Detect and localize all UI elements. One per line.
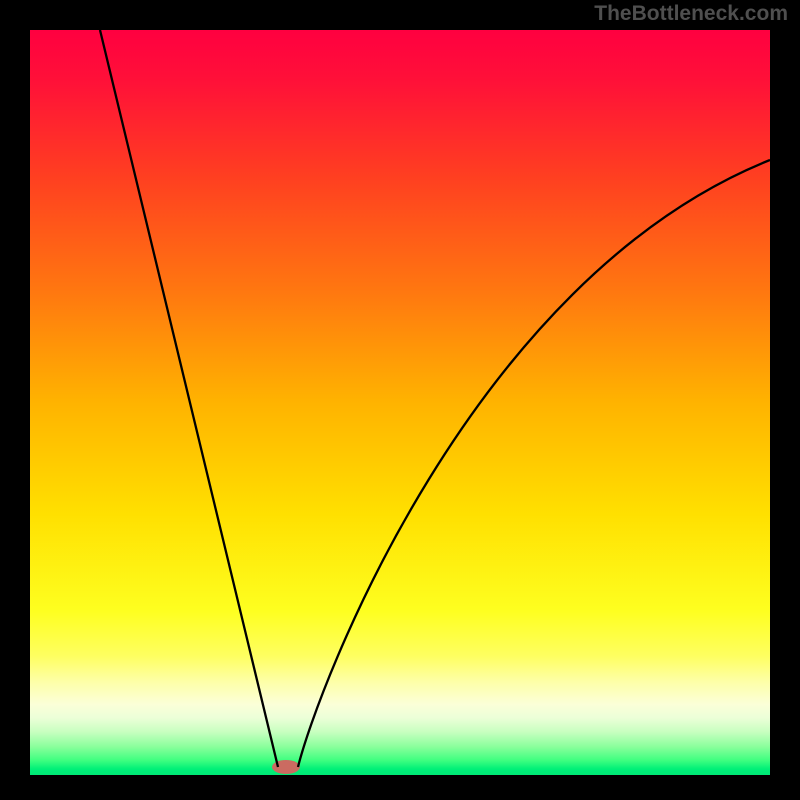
curve-left-branch: [100, 30, 278, 767]
curve-layer: [30, 30, 770, 775]
watermark-text: TheBottleneck.com: [594, 2, 788, 26]
plot-area: [30, 30, 770, 775]
curve-right-branch: [298, 160, 770, 767]
chart-container: TheBottleneck.com: [0, 0, 800, 800]
